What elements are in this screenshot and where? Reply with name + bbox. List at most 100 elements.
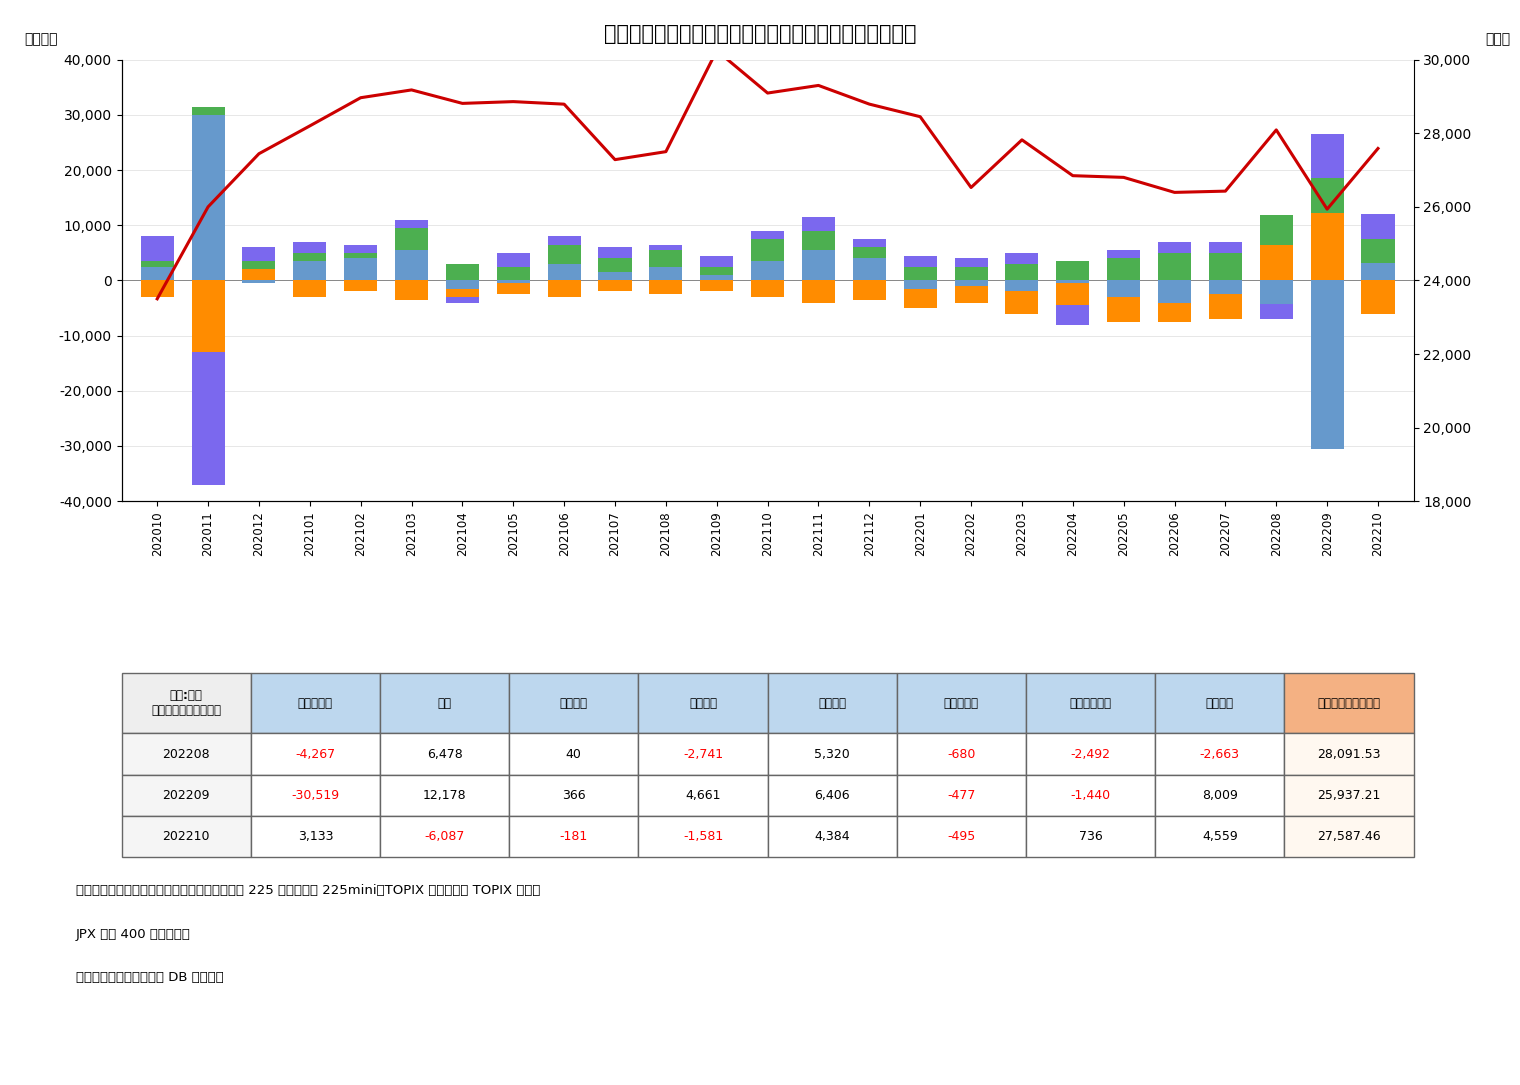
Bar: [192, 280, 225, 353]
Bar: [293, 280, 327, 297]
Bar: [803, 250, 834, 280]
Bar: [1260, 280, 1294, 304]
Bar: [803, 280, 834, 303]
Bar: [955, 280, 988, 286]
Bar: [1208, 280, 1242, 294]
Bar: [1362, 214, 1394, 239]
Bar: [445, 289, 479, 297]
Bar: [242, 280, 275, 283]
Bar: [853, 239, 886, 247]
Bar: [599, 272, 631, 280]
Bar: [293, 242, 327, 253]
Bar: [1107, 258, 1140, 280]
Bar: [293, 261, 327, 280]
Bar: [1310, 133, 1344, 178]
Bar: [701, 275, 733, 280]
Bar: [141, 261, 173, 267]
Text: 》円《: 》円《: [1485, 33, 1511, 47]
Bar: [1107, 250, 1140, 258]
Bar: [242, 247, 275, 261]
Text: 図表１　主な投資部門別売買動向と日経平均株価の推移: 図表１ 主な投資部門別売買動向と日経平均株価の推移: [603, 24, 917, 43]
Bar: [1056, 283, 1090, 305]
Legend: 海外投資家, 個人, 事業法人, 信託銀行, 日経平均株価（右軸）: 海外投資家, 個人, 事業法人, 信託銀行, 日経平均株価（右軸）: [480, 735, 926, 760]
Bar: [547, 264, 581, 280]
Bar: [1056, 280, 1090, 283]
Bar: [141, 267, 173, 280]
Bar: [1310, 178, 1344, 214]
Bar: [853, 247, 886, 258]
Bar: [395, 250, 429, 280]
Bar: [141, 280, 173, 297]
Bar: [1158, 242, 1192, 253]
Bar: [445, 297, 479, 303]
Bar: [751, 261, 784, 280]
Bar: [904, 256, 936, 267]
Bar: [955, 267, 988, 280]
Bar: [1056, 261, 1090, 280]
Bar: [547, 280, 581, 297]
Bar: [649, 280, 682, 294]
Bar: [853, 280, 886, 299]
Bar: [599, 247, 631, 258]
Bar: [242, 269, 275, 280]
Bar: [1005, 280, 1038, 292]
Bar: [1260, 215, 1294, 245]
Bar: [1158, 280, 1192, 303]
Bar: [1208, 294, 1242, 319]
Bar: [955, 258, 988, 267]
Bar: [141, 237, 173, 261]
Bar: [1260, 304, 1294, 319]
Bar: [904, 280, 936, 289]
Bar: [1107, 297, 1140, 322]
Bar: [649, 250, 682, 267]
Bar: [599, 280, 631, 292]
Bar: [1208, 242, 1242, 253]
Bar: [599, 258, 631, 272]
Bar: [395, 220, 429, 228]
Bar: [904, 289, 936, 308]
Bar: [547, 237, 581, 244]
Bar: [1056, 305, 1090, 324]
Bar: [1158, 303, 1192, 322]
Bar: [344, 253, 377, 258]
Bar: [1362, 280, 1394, 314]
Bar: [803, 231, 834, 250]
Bar: [1310, 280, 1344, 449]
Bar: [1005, 292, 1038, 314]
Bar: [395, 280, 429, 299]
Bar: [1310, 214, 1344, 280]
Bar: [1005, 264, 1038, 280]
Bar: [1107, 280, 1140, 297]
Bar: [751, 239, 784, 261]
Bar: [344, 244, 377, 253]
Bar: [192, 106, 225, 115]
Bar: [445, 280, 479, 289]
Text: （注）現物は東証・名証の二市場、先物は日経 225 先物、日経 225mini、TOPIX 先物、ミニ TOPIX 先物、: （注）現物は東証・名証の二市場、先物は日経 225 先物、日経 225mini、…: [76, 884, 541, 897]
Bar: [1362, 264, 1394, 280]
Bar: [1005, 253, 1038, 264]
Bar: [242, 261, 275, 269]
Text: （資料）ニッセイ基礎研 DB から作成: （資料）ニッセイ基礎研 DB から作成: [76, 971, 223, 984]
Bar: [293, 253, 327, 261]
Bar: [192, 115, 225, 280]
Bar: [955, 286, 988, 303]
Bar: [192, 353, 225, 485]
Bar: [1260, 245, 1294, 280]
Bar: [395, 228, 429, 250]
Bar: [904, 267, 936, 280]
Bar: [1208, 253, 1242, 280]
Bar: [1158, 253, 1192, 280]
Bar: [547, 244, 581, 264]
Bar: [649, 244, 682, 250]
Bar: [701, 280, 733, 292]
Bar: [497, 267, 530, 280]
Bar: [701, 256, 733, 267]
Bar: [445, 264, 479, 280]
Bar: [701, 267, 733, 275]
Bar: [751, 280, 784, 297]
Text: JPX 日経 400 先物の合計: JPX 日経 400 先物の合計: [76, 928, 192, 941]
Bar: [497, 280, 530, 283]
Bar: [344, 258, 377, 280]
Bar: [344, 280, 377, 292]
Bar: [497, 283, 530, 294]
